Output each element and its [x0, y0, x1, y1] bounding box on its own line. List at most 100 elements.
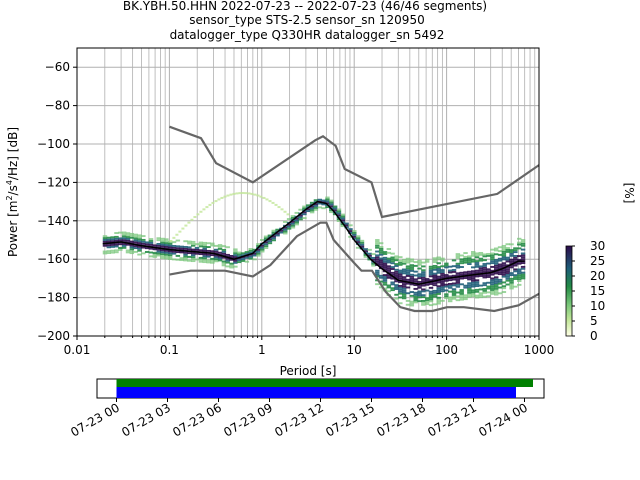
histogram-cell	[509, 266, 514, 269]
histogram-cell	[467, 276, 472, 279]
histogram-cell	[501, 269, 507, 272]
histogram-cell	[509, 243, 514, 246]
histogram-cell	[386, 259, 392, 262]
histogram-cell	[137, 240, 142, 243]
histogram-cell	[470, 266, 476, 269]
histogram-cell	[336, 212, 342, 215]
histogram-cell	[340, 215, 346, 218]
histogram-cell	[517, 255, 522, 258]
histogram-cell	[114, 249, 119, 252]
histogram-cell	[144, 247, 150, 250]
coverage-tick-label: 07-23 00	[68, 400, 122, 439]
histogram-cell	[256, 248, 261, 251]
colorbar-tick-label: 5	[590, 314, 598, 328]
histogram-cell	[451, 282, 457, 285]
histogram-cell	[394, 263, 399, 265]
histogram-cell	[409, 275, 415, 278]
histogram-cell	[474, 296, 480, 299]
histogram-cell	[187, 246, 192, 249]
histogram-cell	[179, 251, 184, 254]
histogram-cell	[378, 265, 384, 268]
histogram-cell	[455, 281, 461, 284]
histogram-cell	[167, 250, 173, 253]
histogram-cell	[444, 295, 449, 298]
histogram-cell	[390, 256, 395, 259]
histogram-cell	[208, 203, 212, 206]
histogram-cell	[167, 244, 173, 247]
histogram-cell	[494, 285, 499, 288]
histogram-cell	[175, 239, 181, 242]
histogram-cell	[187, 259, 192, 262]
histogram-cell	[497, 246, 503, 249]
histogram-cell	[198, 258, 204, 261]
histogram-cell	[313, 208, 319, 211]
histogram-cell	[470, 293, 476, 296]
histogram-cell	[390, 268, 395, 270]
histogram-cell	[451, 295, 457, 298]
histogram-cell	[133, 233, 138, 236]
histogram-cell	[505, 283, 510, 286]
histogram-cell	[428, 279, 434, 282]
histogram-cell	[235, 192, 239, 195]
histogram-cell	[509, 272, 514, 275]
histogram-cell	[262, 196, 266, 199]
histogram-cell	[482, 266, 487, 269]
histogram-cell	[206, 255, 211, 258]
histogram-cell	[417, 267, 422, 270]
histogram-cell	[198, 256, 204, 259]
histogram-cell	[256, 245, 261, 247]
histogram-cell	[290, 220, 296, 223]
histogram-cell	[517, 243, 522, 246]
histogram-cell	[417, 280, 422, 283]
histogram-cell	[271, 201, 275, 204]
colorbar-tick-label: 15	[590, 284, 605, 298]
histogram-cell	[382, 277, 388, 280]
histogram-cell	[238, 192, 242, 195]
histogram-cell	[137, 234, 142, 237]
histogram-cell	[394, 297, 399, 300]
histogram-cell	[432, 257, 438, 260]
histogram-cell	[336, 214, 342, 217]
histogram-cell	[428, 283, 434, 285]
histogram-cell	[494, 276, 499, 279]
histogram-cell	[401, 260, 407, 263]
histogram-cell	[152, 244, 158, 247]
histogram-cell	[520, 240, 526, 243]
histogram-cell	[321, 207, 326, 210]
histogram-cell	[129, 244, 135, 247]
histogram-cell	[421, 271, 426, 274]
histogram-cell	[482, 255, 487, 258]
histogram-cell	[478, 259, 484, 262]
histogram-cell	[455, 283, 461, 286]
histogram-cell	[217, 244, 223, 247]
histogram-cell	[470, 275, 476, 278]
mean-line	[102, 200, 525, 285]
histogram-cell	[198, 253, 204, 256]
histogram-cell	[302, 205, 307, 208]
histogram-cell	[121, 239, 127, 242]
histogram-cell	[394, 257, 399, 260]
histogram-cell	[298, 214, 303, 217]
histogram-cell	[459, 260, 464, 263]
coverage-blue-bar	[116, 387, 516, 398]
histogram-cell	[160, 255, 165, 257]
histogram-cell	[432, 289, 438, 292]
histogram-cell	[198, 241, 204, 244]
histogram-cell	[424, 280, 430, 282]
histogram-cell	[421, 294, 426, 297]
plot-frame	[76, 47, 540, 337]
histogram-cell	[133, 247, 138, 250]
histogram-cell	[367, 254, 372, 257]
histogram-cell	[447, 275, 453, 278]
histogram-cell	[394, 288, 399, 290]
histogram-cell	[436, 266, 441, 269]
histogram-cell	[494, 253, 499, 256]
histogram-cell	[459, 262, 464, 265]
histogram-cell	[277, 206, 281, 209]
histogram-cell	[501, 287, 507, 290]
histogram-cell	[340, 219, 346, 222]
histogram-cell	[125, 239, 131, 242]
histogram-cell	[517, 268, 522, 271]
histogram-cell	[179, 257, 184, 260]
x-tick-label: 10	[347, 343, 362, 357]
